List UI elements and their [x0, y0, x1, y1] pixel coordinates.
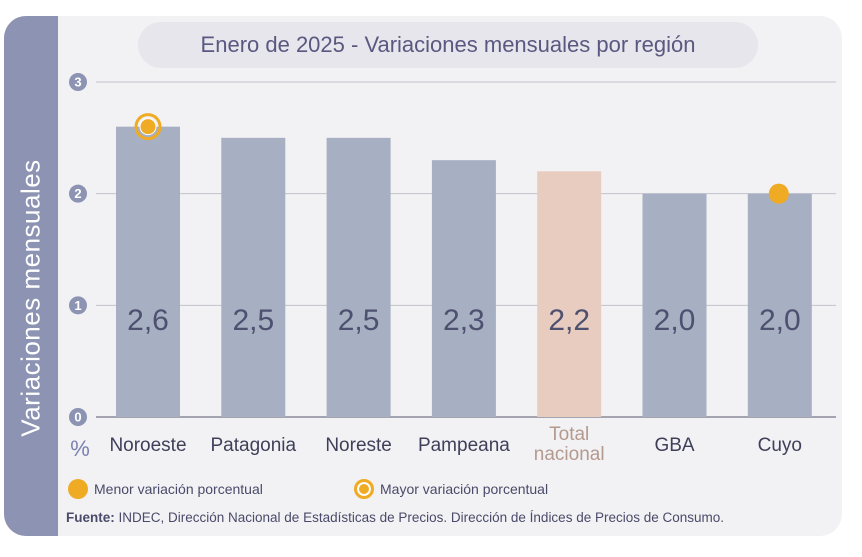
- y-tick-badge: [69, 408, 87, 426]
- category-label: GBA: [654, 435, 694, 456]
- bar: [326, 137, 391, 418]
- bar-value-label: 2,5: [232, 304, 274, 337]
- y-tick-label: 2: [74, 186, 81, 201]
- bar-value-label: 2,6: [127, 304, 169, 337]
- y-tick-label: 3: [74, 75, 81, 90]
- min-marker: [768, 183, 789, 204]
- bar: [747, 193, 812, 417]
- category-label: Total: [549, 424, 589, 445]
- max-marker-ring: [134, 113, 162, 141]
- unit-label: %: [70, 436, 90, 461]
- legend-max-label: Mayor variación porcentual: [380, 481, 549, 497]
- max-marker-icon: [354, 479, 374, 499]
- bar: [431, 160, 496, 417]
- source-note: Fuente: INDEC, Dirección Nacional de Est…: [66, 510, 724, 525]
- y-tick-badge: [69, 73, 87, 91]
- legend-min: Menor variación porcentual: [68, 478, 263, 500]
- y-tick-label: 0: [74, 410, 81, 425]
- legend-max: Mayor variación porcentual: [354, 478, 548, 500]
- bar: [221, 137, 286, 418]
- category-label: nacional: [534, 444, 605, 465]
- legend-min-label: Menor variación porcentual: [94, 481, 263, 497]
- chart-title: Enero de 2025 - Variaciones mensuales po…: [138, 22, 758, 68]
- bar: [537, 171, 602, 417]
- bar: [116, 126, 180, 418]
- category-label: Pampeana: [418, 435, 510, 456]
- min-marker-icon: [68, 479, 88, 499]
- bar-value-label: 2,5: [338, 304, 380, 337]
- category-label: Noreste: [325, 435, 392, 456]
- bar-value-label: 2,2: [548, 304, 590, 337]
- category-label: Cuyo: [758, 435, 802, 456]
- y-tick-badge: [69, 184, 87, 203]
- bar-value-label: 2,0: [759, 304, 801, 337]
- y-tick-badge: [69, 296, 87, 315]
- max-marker: [139, 118, 157, 136]
- bar: [642, 193, 707, 417]
- source-prefix: Fuente:: [66, 510, 115, 525]
- bar-value-label: 2,3: [443, 304, 485, 337]
- bar-value-label: 2,0: [654, 304, 696, 337]
- side-band: Variaciones mensuales: [4, 16, 58, 536]
- source-text: INDEC, Dirección Nacional de Estadística…: [114, 510, 725, 525]
- category-label: Noroeste: [109, 435, 186, 456]
- y-tick-label: 1: [74, 298, 81, 313]
- category-label: Patagonia: [211, 435, 297, 456]
